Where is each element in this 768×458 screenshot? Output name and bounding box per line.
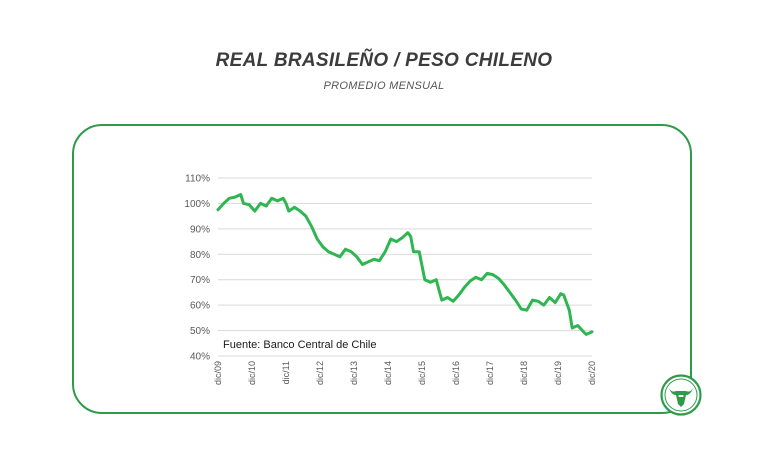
x-tick-label: dic/17	[485, 361, 495, 385]
bull-head-logo-icon	[660, 374, 702, 416]
x-tick-label: dic/19	[553, 361, 563, 385]
x-tick-label: dic/12	[315, 361, 325, 385]
x-tick-label: dic/20	[587, 361, 597, 385]
x-tick-label: dic/11	[281, 361, 291, 384]
chart-title: REAL BRASILEÑO / PESO CHILENO	[215, 50, 553, 71]
y-tick-label: 100%	[184, 199, 210, 210]
x-tick-label: dic/14	[383, 361, 393, 385]
y-tick-label: 50%	[190, 326, 210, 337]
source-label: Fuente: Banco Central de Chile	[223, 339, 377, 351]
x-tick-label: dic/15	[417, 361, 427, 385]
x-tick-label: dic/18	[519, 361, 529, 385]
y-tick-label: 60%	[190, 301, 210, 312]
series-line	[216, 193, 594, 336]
x-tick-label: dic/09	[213, 361, 223, 385]
y-tick-label: 90%	[190, 224, 210, 235]
y-tick-label: 80%	[190, 250, 210, 261]
y-tick-label: 40%	[190, 352, 210, 363]
y-tick-label: 110%	[185, 174, 210, 185]
y-tick-label: 70%	[190, 275, 210, 286]
x-tick-label: dic/10	[247, 361, 257, 385]
chart-subtitle: PROMEDIO MENSUAL	[323, 80, 445, 92]
x-tick-label: dic/16	[451, 361, 461, 385]
x-tick-label: dic/13	[349, 361, 359, 385]
chart-frame	[72, 124, 692, 414]
